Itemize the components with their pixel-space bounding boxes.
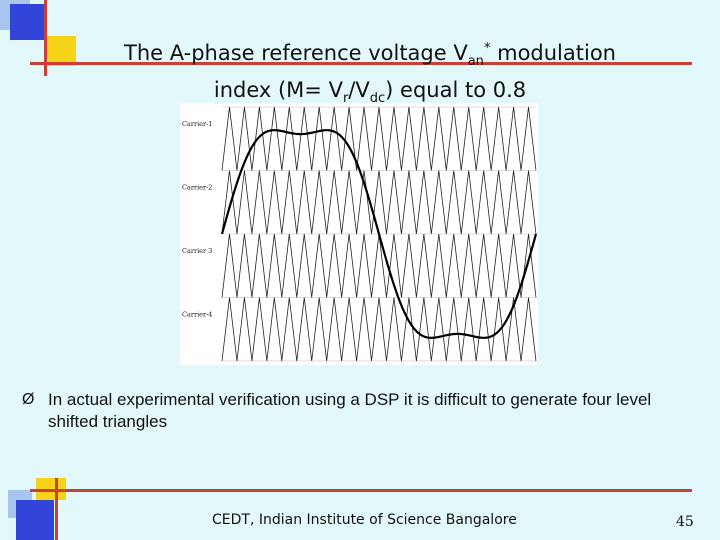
deco-vertical-line	[44, 0, 47, 76]
title-line-2: index (M= Vr/Vdc) equal to 0.8	[213, 78, 527, 107]
carrier-label-1: Carrier-1	[182, 120, 212, 128]
carrier-triangle-4	[221, 297, 537, 362]
footer-text: CEDT, Indian Institute of Science Bangal…	[212, 512, 517, 528]
deco-yellow-square	[46, 36, 76, 66]
slide-title: The A-phase reference voltage Van* modul…	[90, 34, 650, 113]
carrier-label-4: Carrier-4	[182, 311, 212, 319]
page-number: 45	[676, 514, 694, 530]
bullet-text: In actual experimental verification usin…	[48, 390, 652, 431]
deco-vertical-line-bottom	[55, 478, 58, 540]
title-line-1: The A-phase reference voltage Van* modul…	[124, 41, 616, 70]
deco-horizontal-line-bottom	[30, 489, 692, 492]
reference-voltage-wave	[220, 129, 538, 339]
deco-blue-square	[10, 4, 46, 40]
deco-blue-square-bottom	[16, 500, 54, 540]
carrier-label-3: Carrier 3	[182, 247, 212, 255]
bullet-arrow-icon: Ø	[22, 391, 35, 408]
carrier-label-2: Carrier-2	[182, 184, 212, 192]
carrier-triangle-2	[221, 170, 537, 235]
bullet-point: Ø In actual experimental verification us…	[22, 389, 692, 433]
deco-horizontal-line	[30, 62, 692, 65]
carrier-waveform-figure: Carrier-1 Carrier-2 Carrier 3 Carrier-4	[180, 103, 538, 365]
carrier-waveform-svg: Carrier-1 Carrier-2 Carrier 3 Carrier-4	[182, 106, 538, 362]
carrier-triangle-1	[221, 106, 537, 171]
carrier-triangle-3	[221, 233, 537, 298]
